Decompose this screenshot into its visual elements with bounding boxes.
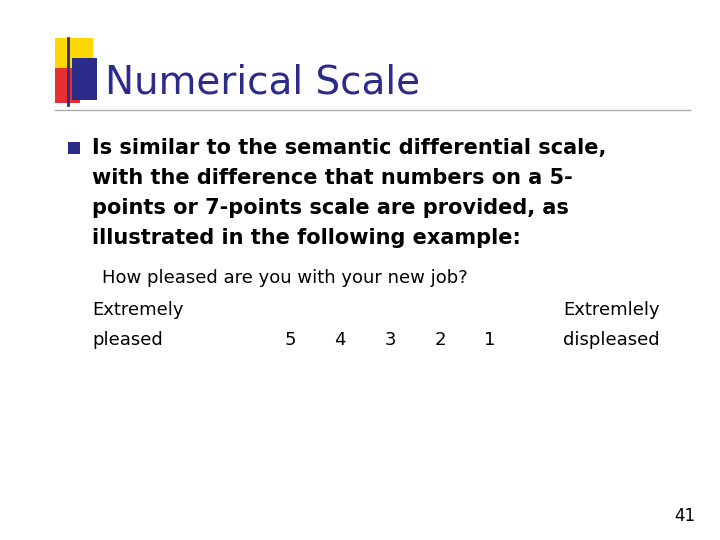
Text: 4: 4 [334,331,346,349]
Text: 2: 2 [434,331,446,349]
Bar [55,68,80,103]
Text: 3: 3 [384,331,396,349]
Text: How pleased are you with your new job?: How pleased are you with your new job? [102,269,468,287]
Text: 5: 5 [284,331,296,349]
Bar [68,142,80,154]
Text: Extremlely: Extremlely [563,301,660,319]
Text: Numerical Scale: Numerical Scale [105,63,420,101]
Text: with the difference that numbers on a 5-: with the difference that numbers on a 5- [92,168,572,188]
Text: points or 7-points scale are provided, as: points or 7-points scale are provided, a… [92,198,569,218]
Text: pleased: pleased [92,331,163,349]
Text: displeased: displeased [563,331,660,349]
Text: Is similar to the semantic differential scale,: Is similar to the semantic differential … [92,138,606,158]
Bar [55,38,93,86]
Text: 1: 1 [485,331,495,349]
Text: 41: 41 [674,507,695,525]
Text: illustrated in the following example:: illustrated in the following example: [92,228,521,248]
Text: Extremely: Extremely [92,301,184,319]
Bar [72,58,97,100]
